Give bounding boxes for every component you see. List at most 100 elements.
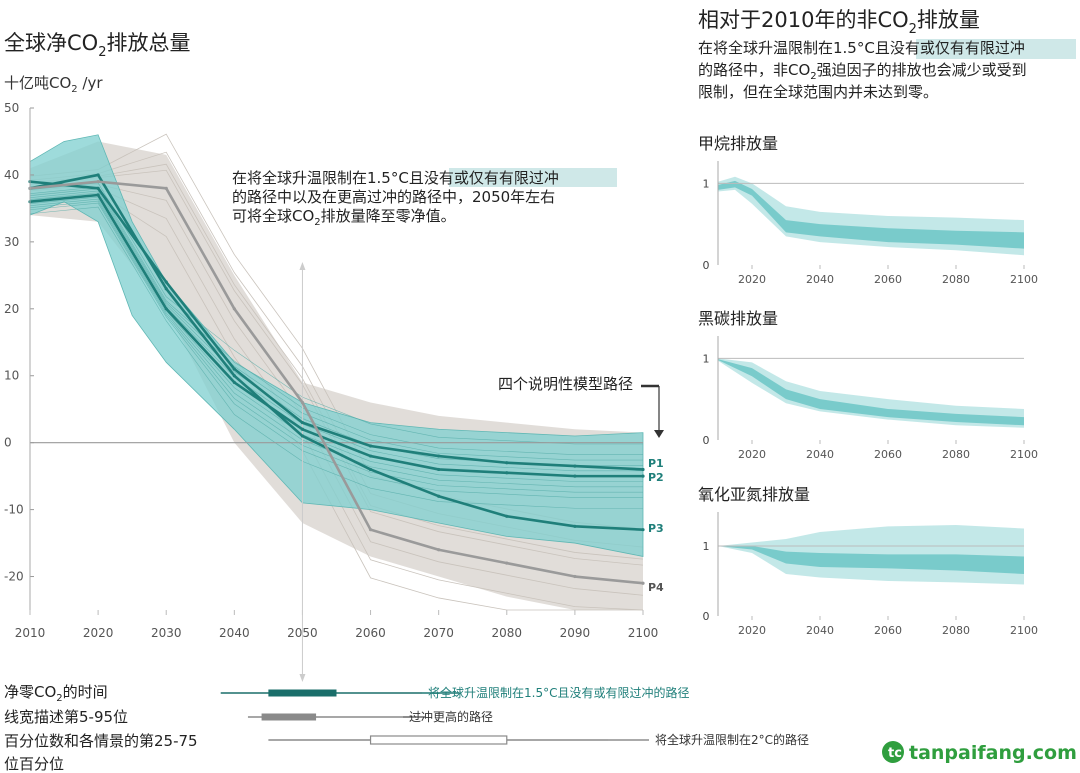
series-point-p1 — [641, 467, 645, 472]
panel-x-tick-label: 2080 — [942, 624, 970, 637]
x-tick-label: 2070 — [423, 626, 454, 640]
series-point-p3 — [573, 524, 577, 528]
x-tick-label: 2020 — [83, 626, 114, 640]
panel-x-tick-label: 2060 — [874, 624, 902, 637]
panel-1: 甲烷排放量 0 1 2020 2040 2060 2080 2100 — [698, 134, 1038, 286]
netzero-bar-3: 将全球升温限制在2°C的路径 — [268, 732, 809, 747]
netzero-label: 过冲更高的路径 — [409, 709, 493, 724]
series-point-p4 — [437, 548, 441, 552]
y-tick-label: -20 — [4, 570, 24, 584]
series-point-p3 — [368, 467, 373, 472]
series-label-p1: P1 — [648, 457, 664, 470]
panel-2: 黑碳排放量 0 1 2020 2040 2060 2080 2100 — [698, 309, 1038, 461]
annotation-line-1: 在将全球升温限制在1.5°C且没有或仅有有限过冲 — [232, 169, 559, 187]
series-line-p2 — [29, 193, 643, 478]
series-point-p2 — [164, 307, 168, 311]
teal-pathway-line-9 — [29, 188, 643, 461]
x-tick-label: 2030 — [151, 626, 182, 640]
watermark-logo-icon — [882, 741, 904, 763]
series-point-p4 — [232, 307, 236, 311]
series-point-p1 — [300, 420, 305, 425]
y-axis-unit: 十亿吨CO2 /yr — [4, 74, 103, 95]
x-tick-label: 2090 — [560, 626, 591, 640]
panel-y-tick-label: 0 — [703, 434, 710, 447]
series-point-p1 — [96, 186, 100, 190]
netzero-iqr-box — [268, 689, 337, 697]
series-point-p3 — [232, 374, 236, 378]
series-point-p1 — [164, 280, 168, 284]
panel-x-tick-label: 2060 — [874, 448, 902, 461]
panel-title: 黑碳排放量 — [698, 309, 778, 328]
panel-inner-band — [718, 359, 1024, 426]
svg-text:tc: tc — [888, 746, 902, 761]
y-tick-label: 40 — [4, 168, 19, 182]
series-point-p2 — [573, 474, 577, 478]
series-point-p4 — [164, 186, 168, 190]
series-line-p4 — [29, 180, 644, 585]
panel-x-tick-label: 2100 — [1010, 273, 1038, 286]
series-point-p1 — [232, 367, 236, 371]
panel-title: 甲烷排放量 — [698, 134, 778, 153]
panel-x-tick-label: 2020 — [738, 624, 766, 637]
panel-inner-band — [718, 546, 1024, 574]
watermark: tc tanpaifang.com — [882, 741, 1077, 764]
panel-x-tick-label: 2020 — [738, 273, 766, 286]
netzero-ref-arrow-down — [299, 674, 306, 682]
panel-inner-band — [718, 180, 1024, 249]
teal-pathway-line-0 — [29, 206, 643, 509]
netzero-bar-2: 过冲更高的路径 — [247, 709, 493, 724]
netzero-ref-arrow-up — [299, 262, 306, 270]
series-point-p1 — [505, 461, 509, 465]
y-tick-label: 50 — [4, 101, 19, 115]
panel-x-tick-label: 2060 — [874, 273, 902, 286]
x-tick-label: 2080 — [492, 626, 523, 640]
series-point-p4 — [573, 574, 577, 579]
netzero-iqr-box — [369, 735, 508, 745]
series-point-p4 — [368, 528, 373, 532]
series-point-p3 — [505, 514, 509, 518]
series-point-p4 — [96, 180, 100, 184]
series-label-p3: P3 — [648, 522, 664, 535]
netzero-title: 净零CO2的时间 — [4, 683, 108, 704]
x-tick-label: 2010 — [15, 626, 46, 640]
series-point-p3 — [164, 287, 168, 291]
series-point-p3 — [641, 528, 645, 532]
panel-y-tick-label: 0 — [703, 259, 710, 272]
panel-x-tick-label: 2080 — [942, 273, 970, 286]
right-title: 相对于2010年的非CO2排放量 — [698, 8, 980, 37]
netzero-desc-2: 百分位数和各情景的第25-75 — [4, 732, 198, 750]
panel-y-tick-label: 1 — [703, 352, 710, 365]
series-point-p2 — [437, 467, 441, 472]
pathways-arrow — [641, 384, 664, 438]
y-tick-label: 10 — [4, 369, 19, 383]
series-point-p4 — [505, 561, 509, 565]
series-point-p4 — [300, 400, 305, 405]
series-point-p1 — [437, 454, 441, 458]
panel-y-tick-label: 1 — [703, 540, 710, 553]
main-title: 全球净CO2排放总量 — [4, 31, 190, 60]
panel-x-tick-label: 2100 — [1010, 624, 1038, 637]
series-point-p1 — [573, 464, 577, 468]
series-point-p1 — [368, 444, 373, 448]
series-label-p2: P2 — [648, 471, 664, 484]
right-desc-line-3: 限制，但在全球范围内并未达到零。 — [698, 83, 938, 101]
netzero-bar-1: 将全球升温限制在1.5°C且没有或有限过冲的路径 — [220, 685, 689, 700]
panel-x-tick-label: 2100 — [1010, 448, 1038, 461]
series-point-p2 — [232, 380, 236, 385]
series-line-p3 — [29, 173, 644, 531]
series-label-p4: P4 — [648, 581, 664, 594]
netzero-desc-3: 位百分位 — [4, 755, 64, 773]
netzero-label: 将全球升温限制在1.5°C且没有或有限过冲的路径 — [428, 685, 689, 700]
panel-y-tick-label: 0 — [703, 610, 710, 623]
series-line-p1 — [29, 180, 644, 471]
netzero-label: 将全球升温限制在2°C的路径 — [655, 732, 809, 747]
panel-x-tick-label: 2080 — [942, 448, 970, 461]
panel-x-tick-label: 2020 — [738, 448, 766, 461]
teal-pathway-line-8 — [29, 200, 643, 493]
x-tick-label: 2040 — [219, 626, 250, 640]
right-desc-line-1: 在将全球升温限制在1.5°C且没有或仅有有限过冲 — [698, 39, 1025, 57]
series-point-p2 — [641, 474, 645, 478]
annotation-highlight: 没有或仅有有限过冲 — [424, 169, 559, 187]
